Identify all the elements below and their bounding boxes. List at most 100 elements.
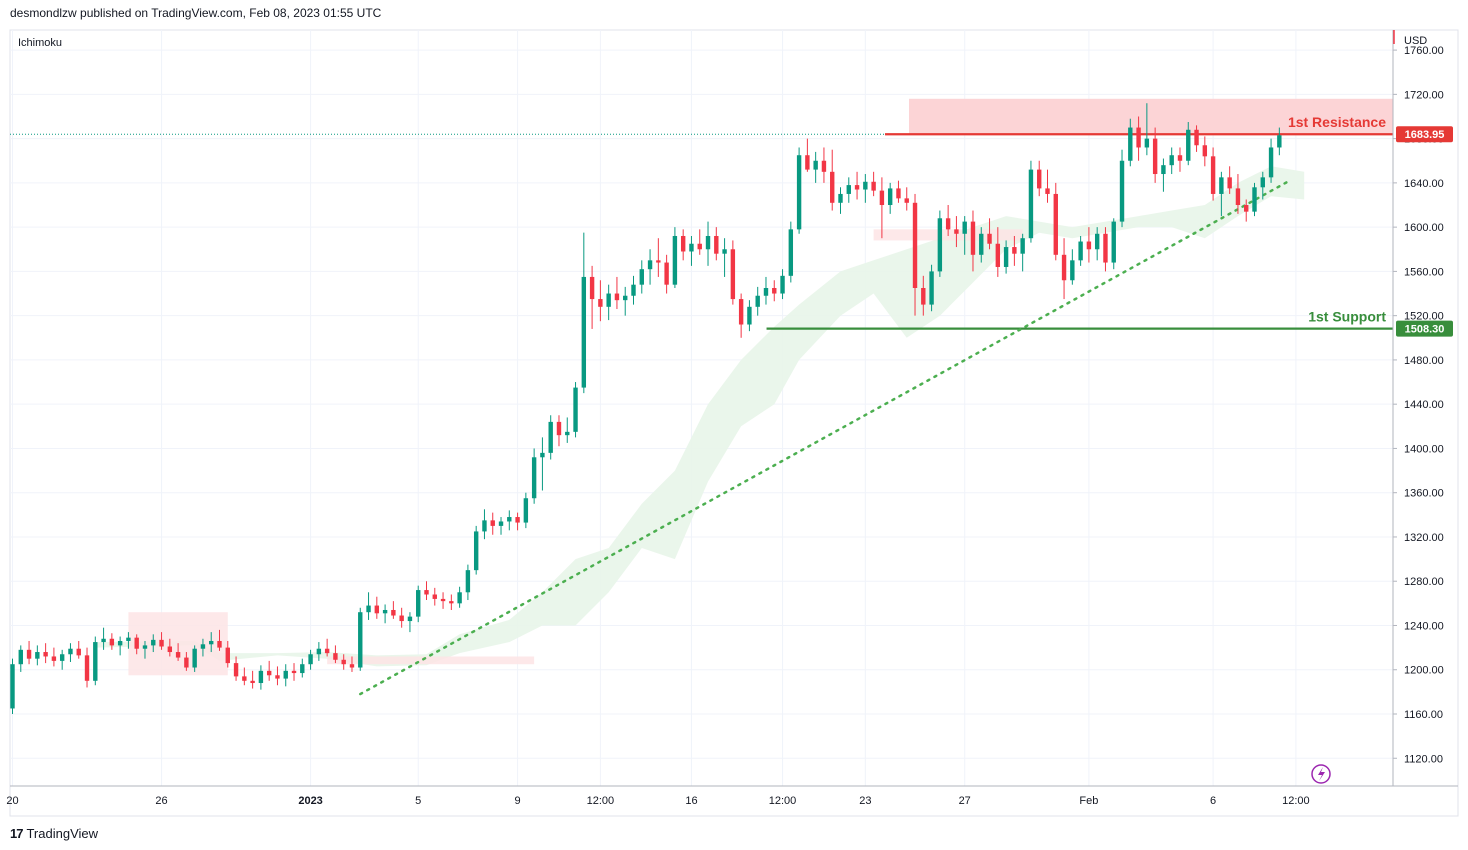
candle-body	[1003, 247, 1009, 267]
candle-body	[548, 421, 553, 453]
candle	[26, 640, 32, 665]
candle	[548, 415, 553, 460]
level-labels: 1st Resistance 1st Support 1683.95 1508.30	[1288, 114, 1453, 337]
candle-body	[424, 590, 429, 595]
candle-body	[399, 615, 404, 622]
candle	[134, 634, 139, 655]
candle	[606, 284, 611, 321]
candle	[838, 187, 843, 214]
candle-body	[416, 590, 421, 617]
indicator-label[interactable]: Ichimoku	[18, 37, 62, 49]
x-tick-label: 20	[6, 795, 18, 807]
candle	[730, 240, 736, 305]
candle-body	[1235, 188, 1241, 206]
candle	[59, 649, 65, 670]
candle	[1128, 118, 1133, 167]
candle-body	[1061, 254, 1067, 281]
candle-body	[109, 638, 115, 646]
candle	[209, 632, 214, 653]
candle-body	[498, 521, 504, 526]
candle-body	[308, 654, 313, 665]
candle-body	[1094, 233, 1100, 250]
x-tick-label: 9	[515, 795, 521, 807]
candle	[300, 658, 305, 678]
y-tick-label: 1200.00	[1404, 665, 1444, 677]
candle	[101, 627, 106, 650]
candle-body	[1053, 193, 1058, 255]
candle-body	[117, 640, 123, 646]
candle	[68, 643, 73, 662]
candle-body	[887, 188, 893, 206]
candle	[93, 636, 98, 686]
candle	[1186, 122, 1191, 166]
candle-body	[457, 592, 462, 604]
bullish-cloud	[95, 166, 1305, 667]
candle-body	[93, 642, 98, 681]
candle	[954, 216, 959, 248]
candle-body	[805, 155, 810, 170]
candle-body	[507, 517, 512, 522]
candle-body	[1186, 129, 1191, 161]
replay-icon[interactable]	[1311, 764, 1331, 784]
candle	[18, 645, 23, 672]
candle-body	[1119, 160, 1125, 222]
candle-body	[722, 249, 727, 254]
y-tick-label: 1760.00	[1404, 45, 1444, 57]
candle	[1260, 171, 1265, 200]
y-tick-label: 1360.00	[1404, 488, 1444, 500]
candle-body	[316, 648, 322, 655]
candle	[1119, 149, 1125, 228]
candle-body	[780, 275, 785, 294]
candle	[813, 151, 818, 183]
candle	[184, 652, 189, 671]
candle-body	[184, 657, 189, 668]
footer-brand[interactable]: 17 TradingView	[10, 824, 98, 842]
candle-body	[151, 639, 156, 646]
candle-body	[266, 670, 272, 676]
candle	[1053, 182, 1058, 261]
candle	[10, 658, 15, 714]
candle-body	[465, 570, 471, 593]
candle-body	[217, 640, 222, 648]
candle-body	[846, 185, 851, 194]
candle-body	[979, 233, 984, 255]
candle-body	[1177, 155, 1183, 161]
y-tick-label: 1440.00	[1404, 399, 1444, 411]
candle-body	[1103, 233, 1108, 263]
candle	[449, 594, 454, 610]
candle-body	[440, 598, 446, 602]
candle	[308, 649, 313, 670]
candle-body	[35, 652, 40, 659]
candle-body	[366, 605, 371, 613]
candle	[142, 640, 148, 659]
candle-body	[863, 181, 868, 190]
candle-body	[945, 218, 951, 230]
y-tick-label: 1720.00	[1404, 89, 1444, 101]
candle	[830, 149, 835, 211]
candle	[1152, 127, 1158, 183]
candle	[631, 275, 636, 305]
candle-body	[1012, 247, 1017, 254]
x-tick-label: 12:00	[587, 795, 615, 807]
axes: 1760.001720.001680.001640.001600.001560.…	[6, 30, 1458, 807]
candle	[979, 227, 984, 263]
candle-body	[937, 218, 943, 272]
candle-body	[449, 601, 454, 604]
candle-body	[581, 276, 587, 388]
candle	[904, 187, 909, 211]
x-tick-label: 16	[685, 795, 697, 807]
candle	[109, 633, 115, 650]
candle	[465, 564, 471, 601]
candle	[680, 229, 686, 261]
candle	[316, 642, 322, 661]
brand-name: TradingView	[26, 825, 99, 841]
candle	[1268, 138, 1274, 183]
candle-body	[738, 299, 744, 325]
candle	[159, 632, 164, 650]
candle	[962, 216, 967, 255]
candle-body	[1202, 145, 1208, 157]
candle	[581, 232, 587, 394]
candle-body	[283, 670, 288, 679]
currency-label: USD	[1404, 35, 1427, 47]
